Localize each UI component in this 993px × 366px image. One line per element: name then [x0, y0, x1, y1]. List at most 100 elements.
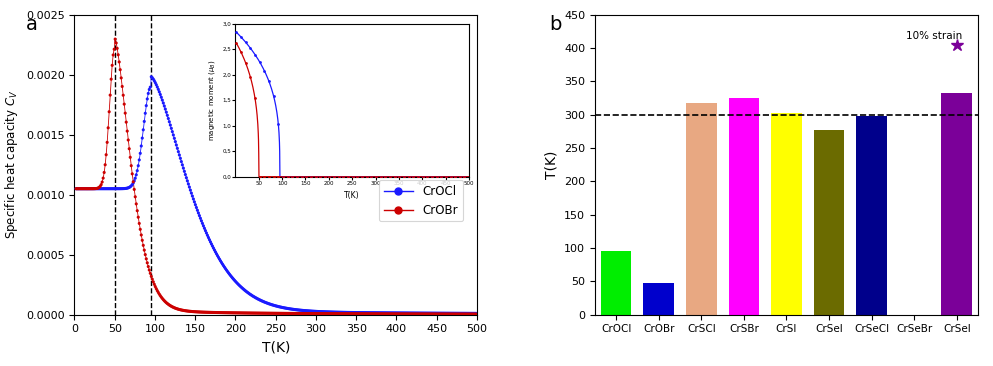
Point — [131, 157, 147, 163]
Point — [458, 311, 474, 317]
Point — [142, 84, 158, 90]
Point — [227, 279, 243, 284]
Point — [99, 186, 115, 192]
Point — [303, 308, 319, 314]
Point — [118, 186, 134, 191]
Point — [79, 186, 95, 192]
Point — [210, 310, 225, 315]
Point — [248, 310, 264, 316]
Legend: CrOCl, CrOBr: CrOCl, CrOBr — [379, 180, 463, 221]
Point — [150, 290, 166, 295]
Point — [87, 186, 103, 191]
Point — [194, 218, 210, 224]
Point — [163, 122, 179, 128]
Point — [231, 310, 247, 316]
Point — [244, 293, 260, 299]
Point — [199, 309, 214, 315]
Point — [297, 308, 313, 314]
Point — [441, 311, 457, 317]
Point — [417, 311, 433, 317]
Point — [339, 311, 355, 317]
Point — [189, 309, 205, 315]
Point — [375, 311, 391, 317]
Point — [243, 292, 259, 298]
Point — [199, 230, 214, 236]
Point — [361, 310, 377, 315]
Point — [280, 306, 296, 311]
Point — [152, 92, 168, 97]
Point — [456, 311, 472, 317]
Point — [266, 310, 282, 316]
Point — [239, 290, 255, 295]
Point — [268, 310, 284, 316]
Point — [328, 309, 344, 315]
Point — [292, 307, 308, 313]
Point — [107, 186, 123, 192]
Point — [418, 311, 434, 317]
Point — [172, 307, 188, 313]
Point — [135, 127, 151, 133]
Point — [343, 311, 358, 317]
Point — [349, 311, 364, 317]
Point — [116, 186, 132, 191]
Point — [151, 291, 167, 297]
Point — [363, 310, 379, 315]
Point — [168, 139, 184, 145]
Point — [368, 310, 384, 316]
Point — [313, 309, 329, 314]
Point — [150, 86, 166, 92]
Point — [132, 150, 148, 156]
Point — [329, 309, 345, 315]
Point — [318, 311, 334, 317]
Point — [333, 311, 349, 317]
Point — [177, 168, 193, 174]
Point — [162, 302, 178, 308]
Point — [342, 310, 357, 315]
Point — [181, 308, 197, 314]
Point — [230, 310, 246, 316]
Point — [429, 310, 445, 316]
Point — [214, 261, 230, 267]
Point — [121, 184, 137, 190]
Point — [436, 310, 452, 316]
Point — [158, 109, 174, 115]
Point — [242, 310, 258, 316]
Point — [222, 273, 238, 279]
Point — [389, 311, 405, 317]
Point — [207, 310, 222, 315]
Point — [389, 310, 405, 316]
Point — [405, 311, 421, 317]
Point — [439, 311, 455, 317]
Point — [321, 309, 337, 315]
Point — [322, 309, 338, 315]
Point — [460, 310, 476, 316]
Point — [238, 310, 254, 316]
Point — [373, 311, 389, 317]
Point — [176, 165, 192, 171]
Point — [189, 205, 205, 210]
Point — [346, 311, 361, 317]
Point — [385, 311, 401, 317]
Point — [440, 310, 456, 316]
Point — [256, 299, 272, 305]
Point — [100, 186, 116, 192]
Point — [355, 311, 370, 317]
Point — [125, 180, 141, 186]
Point — [261, 301, 277, 307]
Point — [161, 116, 177, 122]
Point — [337, 309, 353, 315]
Point — [163, 303, 179, 309]
Point — [136, 119, 152, 124]
Point — [308, 309, 324, 314]
Point — [255, 310, 271, 316]
Point — [462, 311, 478, 317]
Point — [351, 310, 366, 315]
Point — [217, 310, 233, 315]
Point — [93, 182, 109, 188]
Point — [381, 310, 397, 316]
Point — [117, 110, 133, 116]
Point — [298, 311, 314, 317]
Point — [452, 310, 468, 316]
Point — [149, 84, 165, 90]
Point — [407, 311, 423, 317]
